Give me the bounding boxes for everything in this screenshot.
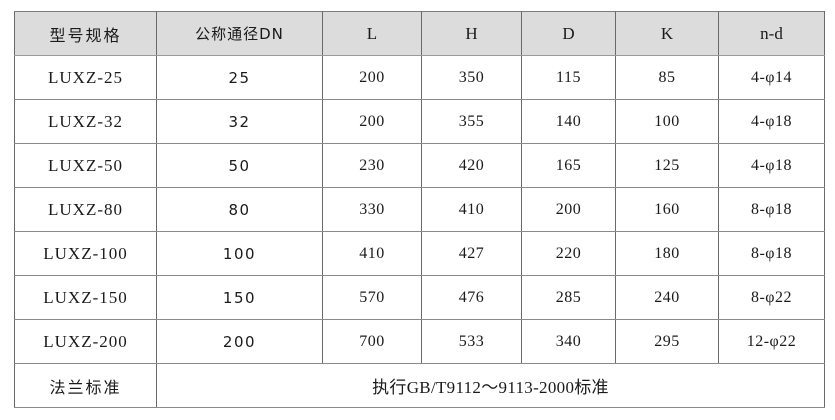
cell-l: 230 [322, 143, 422, 188]
cell-d: 220 [521, 231, 616, 276]
cell-d: 285 [521, 275, 616, 320]
cell-dn: 25 [156, 55, 323, 100]
cell-l: 410 [322, 231, 422, 276]
header-row: 型号规格 公称通径DN L H D K n-d [14, 11, 825, 56]
cell-k: 295 [615, 319, 719, 364]
cell-d: 115 [521, 55, 616, 100]
cell-l: 570 [322, 275, 422, 320]
table-body: LUXZ-25 25 200 350 115 85 4-φ14 LUXZ-32 … [14, 55, 825, 408]
column-header-h: H [421, 11, 522, 56]
column-header-dn: 公称通径DN [156, 11, 323, 56]
cell-k: 160 [615, 187, 719, 232]
cell-k: 180 [615, 231, 719, 276]
specification-table: 型号规格 公称通径DN L H D K n-d LUXZ-25 25 200 3… [14, 11, 825, 408]
table-row: LUXZ-25 25 200 350 115 85 4-φ14 [14, 55, 825, 100]
table-row: LUXZ-50 50 230 420 165 125 4-φ18 [14, 143, 825, 188]
table-header: 型号规格 公称通径DN L H D K n-d [14, 11, 825, 56]
cell-nd: 8-φ18 [718, 187, 825, 232]
column-header-model: 型号规格 [14, 11, 157, 56]
table-row: LUXZ-80 80 330 410 200 160 8-φ18 [14, 187, 825, 232]
cell-model: LUXZ-200 [14, 319, 157, 364]
cell-dn: 32 [156, 99, 323, 144]
cell-dn: 150 [156, 275, 323, 320]
cell-k: 100 [615, 99, 719, 144]
column-header-nd: n-d [718, 11, 825, 56]
specification-table-container: 型号规格 公称通径DN L H D K n-d LUXZ-25 25 200 3… [14, 11, 825, 408]
cell-dn: 50 [156, 143, 323, 188]
cell-l: 330 [322, 187, 422, 232]
cell-model: LUXZ-25 [14, 55, 157, 100]
cell-h: 420 [421, 143, 522, 188]
cell-nd: 4-φ18 [718, 99, 825, 144]
flange-standard-label: 法兰标准 [14, 363, 157, 408]
cell-h: 427 [421, 231, 522, 276]
cell-nd: 12-φ22 [718, 319, 825, 364]
cell-model: LUXZ-150 [14, 275, 157, 320]
cell-model: LUXZ-32 [14, 99, 157, 144]
cell-h: 355 [421, 99, 522, 144]
cell-h: 533 [421, 319, 522, 364]
cell-h: 350 [421, 55, 522, 100]
cell-nd: 8-φ22 [718, 275, 825, 320]
column-header-d: D [521, 11, 616, 56]
cell-l: 200 [322, 55, 422, 100]
cell-d: 140 [521, 99, 616, 144]
cell-k: 85 [615, 55, 719, 100]
cell-l: 200 [322, 99, 422, 144]
flange-standard-row: 法兰标准 执行GB/T9112～9113-2000标准 [14, 363, 825, 408]
cell-nd: 4-φ18 [718, 143, 825, 188]
cell-k: 125 [615, 143, 719, 188]
cell-dn: 200 [156, 319, 323, 364]
cell-model: LUXZ-50 [14, 143, 157, 188]
cell-h: 410 [421, 187, 522, 232]
cell-model: LUXZ-100 [14, 231, 157, 276]
cell-h: 476 [421, 275, 522, 320]
cell-d: 340 [521, 319, 616, 364]
cell-d: 200 [521, 187, 616, 232]
cell-nd: 4-φ14 [718, 55, 825, 100]
cell-dn: 80 [156, 187, 323, 232]
flange-standard-value: 执行GB/T9112～9113-2000标准 [156, 363, 825, 408]
cell-dn: 100 [156, 231, 323, 276]
table-row: LUXZ-32 32 200 355 140 100 4-φ18 [14, 99, 825, 144]
cell-model: LUXZ-80 [14, 187, 157, 232]
cell-nd: 8-φ18 [718, 231, 825, 276]
table-row: LUXZ-150 150 570 476 285 240 8-φ22 [14, 275, 825, 320]
column-header-l: L [322, 11, 422, 56]
cell-l: 700 [322, 319, 422, 364]
cell-k: 240 [615, 275, 719, 320]
column-header-k: K [615, 11, 719, 56]
table-row: LUXZ-100 100 410 427 220 180 8-φ18 [14, 231, 825, 276]
cell-d: 165 [521, 143, 616, 188]
table-row: LUXZ-200 200 700 533 340 295 12-φ22 [14, 319, 825, 364]
